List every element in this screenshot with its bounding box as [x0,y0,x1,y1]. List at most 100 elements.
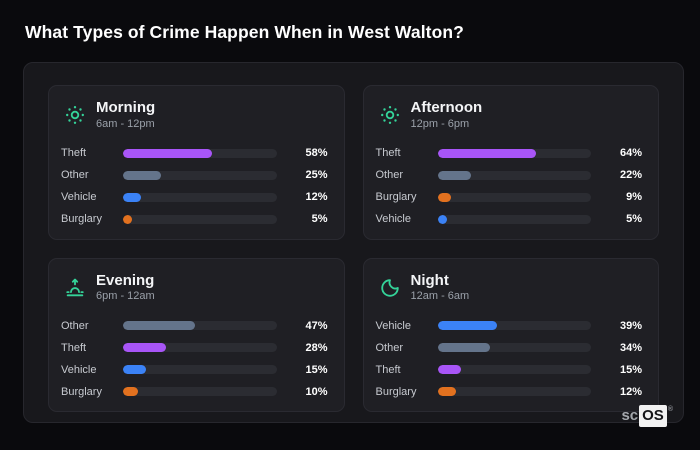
panel-time-range: 12pm - 6pm [410,117,470,130]
bar-label: Vehicle [375,213,411,225]
bar-track [437,148,591,158]
bar-fill [437,192,452,202]
bar-row: Burglary 12% [376,385,643,398]
panel-night-header: Night 12am - 6am [379,272,643,305]
bar-label: Burglary [375,191,417,203]
bar-value: 58% [305,147,328,159]
bar-track [123,214,277,224]
bar-value: 64% [619,147,642,159]
bar-label: Theft [375,147,401,159]
bar-label: Other [61,169,89,181]
bar-value: 9% [626,191,642,203]
bar-value: 39% [619,319,642,332]
bar-fill [123,170,162,180]
panel-morning: Morning 6am - 12pm Theft 58% Other 25% V… [48,85,345,240]
bar-track [123,387,277,396]
bar-value: 5% [311,213,328,225]
bar-track [123,148,277,158]
bar-track [123,365,277,374]
bar-fill [123,148,213,158]
bar-fill [437,148,536,158]
moon-icon [379,277,401,299]
bar-label: Vehicle [61,191,97,203]
bar-chart: Vehicle 39% Other 34% Theft 15% Burglary… [376,319,643,398]
bar-chart: Theft 64% Other 22% Burglary 9% Vehicle … [376,147,643,226]
bar-fill [437,387,456,396]
panel-evening-header: Evening 6pm - 12am [64,272,328,305]
bar-value: 5% [626,213,642,225]
bar-value: 28% [305,341,328,354]
bar-fill [123,387,139,396]
bar-value: 25% [305,169,328,181]
bar-track [123,192,277,202]
bar-track [123,170,277,180]
panel-title: Evening [96,271,155,289]
panel-afternoon-header: Afternoon 12pm - 6pm [379,99,643,132]
scos-logo: sc OS ® [621,405,673,427]
bar-track [437,387,591,396]
panel-evening: Evening 6pm - 12am Other 47% Theft 28% V… [48,257,345,412]
bar-fill [437,321,498,330]
bar-track [123,343,277,352]
sunrise-icon [64,277,86,299]
bar-track [123,321,277,330]
bar-row: Other 22% [376,169,643,182]
bar-fill [123,214,132,224]
bar-value: 12% [305,191,328,203]
sun-icon [379,104,401,126]
bar-row: Vehicle 15% [61,363,328,376]
bar-track [437,321,591,330]
bar-chart: Other 47% Theft 28% Vehicle 15% Burglary… [61,319,328,398]
bar-label: Theft [61,147,87,159]
bar-label: Theft [61,341,87,354]
panel-night: Night 12am - 6am Vehicle 39% Other 34% T… [362,257,659,412]
bar-chart: Theft 58% Other 25% Vehicle 12% Burglary… [61,147,328,226]
bar-row: Theft 58% [61,147,328,160]
bar-row: Other 47% [61,319,328,332]
panel-title: Afternoon [410,99,483,116]
bar-fill [437,214,447,224]
bar-row: Burglary 5% [61,213,328,226]
bar-value: 15% [305,363,328,376]
bar-value: 12% [619,385,642,398]
bar-value: 22% [619,169,642,181]
bar-fill [123,321,196,330]
page-title: What Types of Crime Happen When in West … [25,22,464,42]
bar-row: Other 34% [376,341,643,354]
bar-fill [437,170,472,180]
panel-time-range: 6am - 12pm [96,117,155,130]
bar-fill [123,365,147,374]
bar-fill [123,343,166,352]
bar-value: 10% [305,385,328,398]
registered-mark: ® [667,406,673,413]
bar-row: Theft 64% [376,147,643,160]
sun-icon [64,104,86,126]
bar-label: Burglary [61,385,102,398]
panel-time-range: 6pm - 12am [96,290,155,303]
panel-morning-header: Morning 6am - 12pm [64,99,328,132]
bar-track [437,170,591,180]
bar-track [437,214,591,224]
bar-row: Vehicle 39% [376,319,643,332]
bar-row: Burglary 9% [376,191,643,204]
panel-time-range: 12am - 6am [410,290,470,303]
bar-label: Burglary [61,213,102,225]
bar-label: Burglary [375,385,417,398]
bar-label: Vehicle [375,319,411,332]
bar-fill [123,192,142,202]
bar-value: 15% [619,363,642,376]
bar-row: Burglary 10% [61,385,328,398]
bar-label: Other [375,341,404,354]
bar-value: 34% [619,341,642,354]
bar-row: Theft 15% [376,363,643,376]
panel-afternoon: Afternoon 12pm - 6pm Theft 64% Other 22%… [362,85,659,240]
bar-fill [437,365,461,374]
logo-prefix: sc [621,407,639,424]
panel-title: Night [410,271,449,289]
bar-label: Other [61,319,89,332]
bar-track [437,192,591,202]
bar-row: Other 25% [61,169,328,182]
logo-box: OS [639,405,667,427]
bar-value: 47% [305,319,328,332]
bar-track [437,365,591,374]
